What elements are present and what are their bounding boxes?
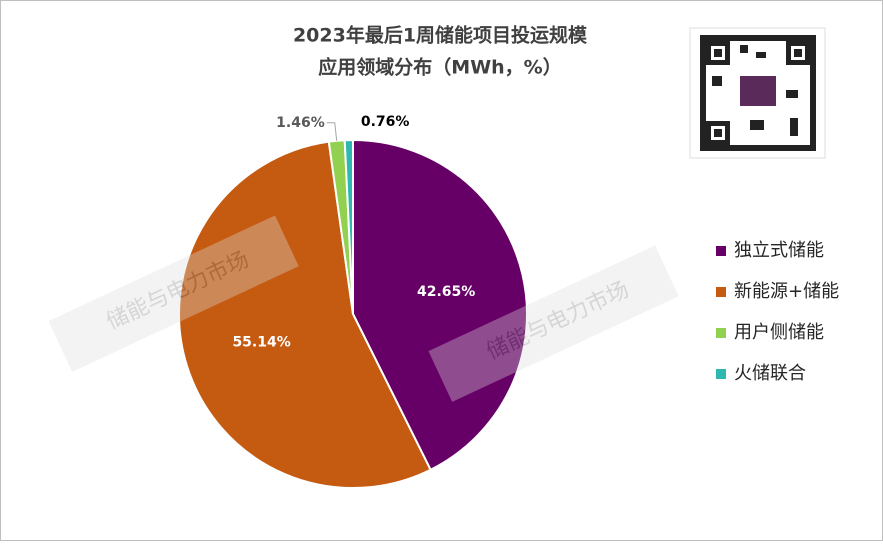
chart-subtitle: 应用领域分布（MWh，%） xyxy=(318,56,561,79)
legend-label: 火储联合 xyxy=(734,363,806,384)
data-label: 42.65% xyxy=(417,284,475,300)
legend-swatch xyxy=(716,287,726,297)
pie-slice xyxy=(178,140,432,489)
legend-swatch xyxy=(716,328,726,338)
legend-label: 独立式储能 xyxy=(734,240,824,261)
leader-line xyxy=(326,122,338,141)
legend-swatch xyxy=(716,369,726,379)
qr-code xyxy=(689,27,826,159)
pie-slice xyxy=(343,138,354,315)
legend-swatch xyxy=(716,246,726,256)
data-label: 1.46% xyxy=(276,115,325,131)
data-label: 0.76% xyxy=(361,114,410,130)
chart-title: 2023年最后1周储能项目投运规模 xyxy=(293,24,588,47)
data-label: 55.14% xyxy=(232,334,290,350)
legend-label: 用户侧储能 xyxy=(734,322,824,343)
legend-label: 新能源+储能 xyxy=(734,281,839,302)
pie-slice xyxy=(352,138,528,472)
